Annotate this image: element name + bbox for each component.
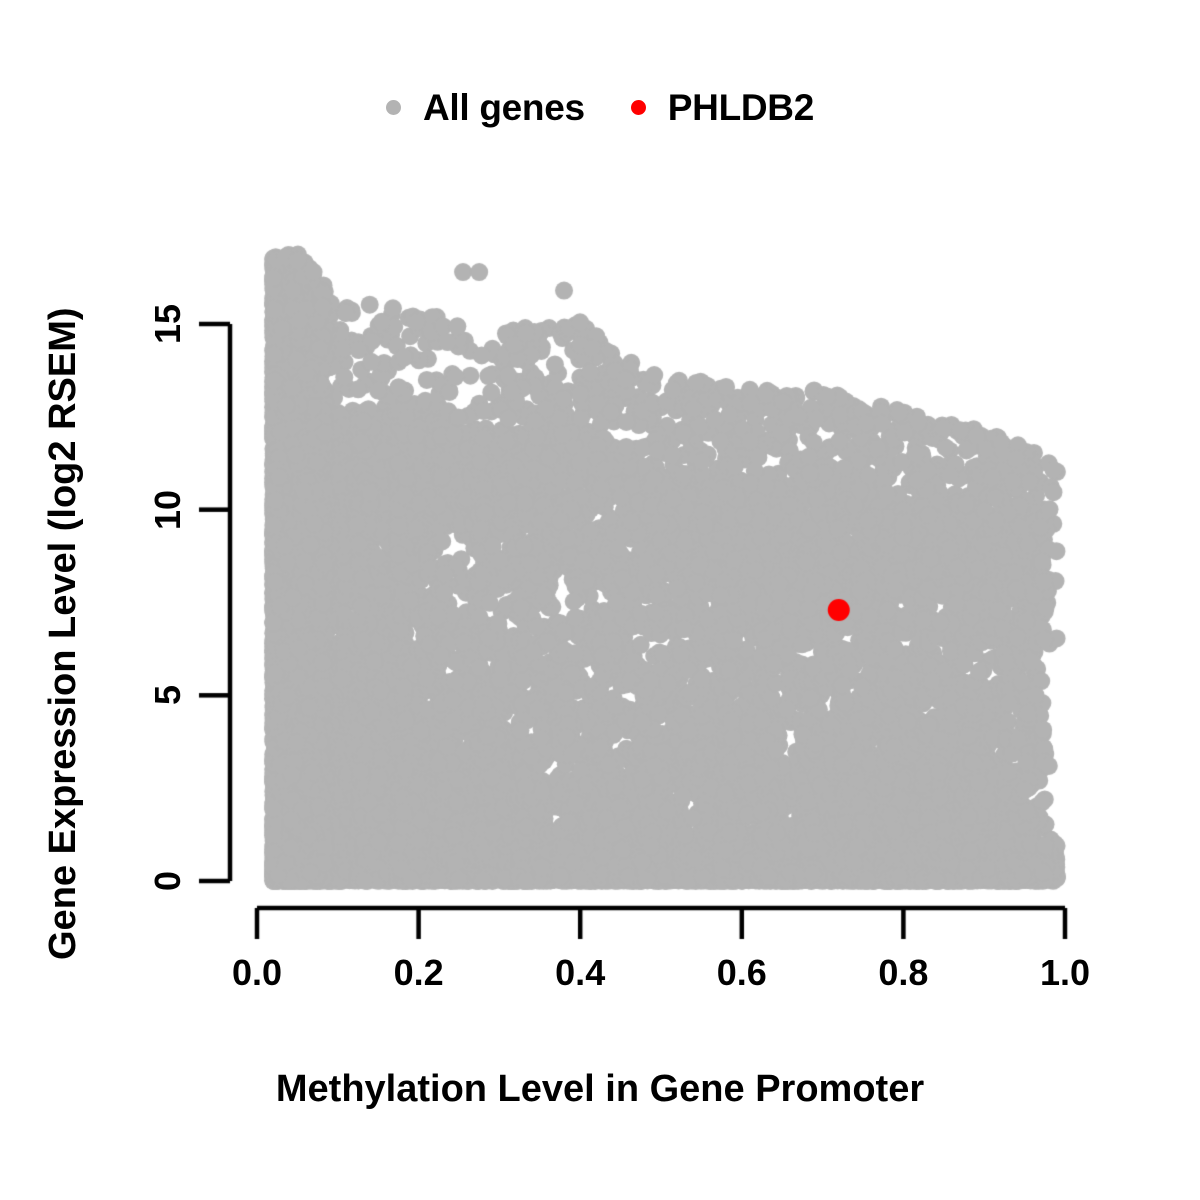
x-tick-label: 0.0 (231, 952, 283, 993)
y-tick-label: 5 (147, 685, 188, 706)
legend-marker-phldb2-icon (630, 99, 646, 115)
x-tick-label: 0.6 (716, 952, 767, 993)
x-axis-title: Methylation Level in Gene Promoter (275, 1068, 925, 1110)
y-tick-label: 10 (147, 489, 188, 530)
x-tick-label: 0.4 (555, 952, 606, 993)
x-tick-label: 0.2 (393, 952, 444, 993)
y-tick-label: 0 (147, 870, 188, 892)
legend-entry-all-genes: All genes (385, 86, 585, 128)
legend-entry-phldb2: PHLDB2 (630, 86, 815, 128)
legend-label-all-genes: All genes (422, 86, 585, 128)
y-tick-label: 15 (147, 303, 188, 345)
x-tick-label: 1.0 (1039, 952, 1091, 993)
x-tick-label: 0.8 (878, 952, 929, 993)
legend-marker-all-genes-icon (385, 99, 401, 115)
legend-label-phldb2: PHLDB2 (667, 86, 815, 128)
legend: All genes PHLDB2 (0, 78, 1200, 136)
